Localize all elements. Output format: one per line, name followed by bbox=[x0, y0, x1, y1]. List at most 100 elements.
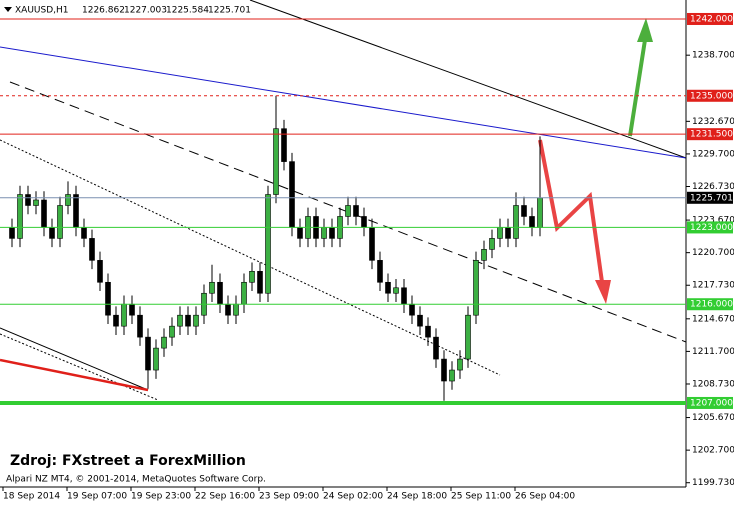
candle-body bbox=[481, 249, 487, 261]
y-tick-label: 1217.730 bbox=[692, 281, 734, 291]
symbol: XAUUSD,H1 bbox=[15, 6, 69, 16]
candle-body bbox=[289, 161, 295, 228]
y-tick-label: 1208.730 bbox=[692, 379, 734, 389]
x-tick-label: 18 Sep 2014 bbox=[3, 492, 60, 502]
candle-body bbox=[209, 281, 215, 294]
candle-body bbox=[233, 303, 239, 316]
candle-body bbox=[361, 216, 367, 228]
level-label: 1207.000 bbox=[690, 398, 733, 408]
candle-body bbox=[145, 336, 151, 371]
channel-line bbox=[0, 333, 159, 401]
level-label: 1225.701 bbox=[690, 193, 733, 203]
candle-body bbox=[393, 287, 399, 294]
level-label-box bbox=[687, 128, 733, 141]
candle-body bbox=[81, 227, 87, 239]
candle-body bbox=[41, 199, 47, 228]
candle-body bbox=[65, 194, 71, 206]
candle-body bbox=[369, 227, 375, 261]
x-tick-label: 22 Sep 16:00 bbox=[195, 492, 255, 502]
arrow-head bbox=[637, 18, 653, 42]
candle-body bbox=[121, 303, 127, 327]
y-tick-label: 1229.700 bbox=[692, 149, 734, 159]
candle-body bbox=[249, 271, 255, 283]
menu-icon[interactable] bbox=[4, 7, 12, 12]
level-label-box bbox=[687, 396, 733, 409]
candle-body bbox=[17, 194, 23, 239]
candle-body bbox=[241, 281, 247, 305]
level-label: 1235.000 bbox=[690, 91, 733, 101]
candle-body bbox=[497, 227, 503, 239]
source: Zdroj: FXstreet a ForexMillion bbox=[10, 453, 246, 469]
level-label: 1242.000 bbox=[690, 14, 733, 24]
candle-body bbox=[129, 303, 135, 316]
y-tick-label: 1205.670 bbox=[692, 413, 734, 423]
channel-line bbox=[0, 358, 149, 392]
candle-body bbox=[193, 314, 199, 327]
candle-body bbox=[297, 227, 303, 239]
candle-body bbox=[409, 303, 415, 316]
candle-body bbox=[449, 369, 455, 382]
candle-body bbox=[537, 197, 543, 228]
candle-body bbox=[281, 128, 287, 162]
trend-line bbox=[0, 139, 501, 376]
candle-body bbox=[161, 336, 167, 349]
candle-body bbox=[89, 238, 95, 261]
candle-body bbox=[417, 314, 423, 327]
candle-body bbox=[401, 287, 407, 305]
level-label: 1216.000 bbox=[690, 300, 733, 310]
candle-body bbox=[321, 227, 327, 239]
candle-body bbox=[329, 227, 335, 239]
arrow bbox=[538, 139, 604, 283]
y-tick-label: 1211.700 bbox=[692, 347, 734, 357]
x-tick-label: 23 Sep 09:00 bbox=[259, 492, 319, 502]
trend-line bbox=[0, 46, 687, 159]
candle-body bbox=[25, 194, 31, 206]
level-label: 1223.000 bbox=[690, 223, 733, 233]
candle-body bbox=[521, 205, 527, 217]
candle-body bbox=[513, 205, 519, 239]
y-tick-label: 1232.670 bbox=[692, 117, 734, 127]
candle-body bbox=[505, 227, 511, 239]
ohlc-high: 1227.003 bbox=[124, 6, 167, 16]
y-tick-label: 1199.730 bbox=[692, 478, 734, 488]
candle-body bbox=[457, 358, 463, 371]
candle-body bbox=[153, 347, 159, 371]
level-label-box bbox=[687, 298, 733, 311]
x-tick-label: 24 Sep 18:00 bbox=[387, 492, 447, 502]
candle-body bbox=[177, 314, 183, 327]
candle-body bbox=[441, 358, 447, 382]
candle-body bbox=[353, 205, 359, 217]
level-label-box bbox=[687, 191, 733, 204]
y-tick-label: 1226.730 bbox=[692, 182, 734, 192]
x-tick-label: 25 Sep 11:00 bbox=[451, 492, 511, 502]
y-tick-label: 1214.670 bbox=[692, 314, 734, 324]
trend-line bbox=[249, 0, 687, 159]
candle-body bbox=[345, 205, 351, 217]
y-tick-label: 1220.700 bbox=[692, 248, 734, 258]
level-label-box bbox=[687, 89, 733, 102]
trend-line bbox=[9, 81, 687, 343]
candle-body bbox=[217, 281, 223, 305]
candle-body bbox=[465, 314, 471, 360]
candle-body bbox=[105, 281, 111, 316]
candle-body bbox=[433, 336, 439, 360]
candle-body bbox=[49, 227, 55, 239]
candle-body bbox=[137, 314, 143, 338]
candle-body bbox=[9, 227, 15, 239]
candle-body bbox=[425, 325, 431, 338]
candle-body bbox=[225, 303, 231, 316]
level-label: 1231.500 bbox=[690, 130, 733, 140]
candle-body bbox=[489, 238, 495, 250]
ohlc-open: 1226.862 bbox=[82, 6, 125, 16]
candle-body bbox=[473, 260, 479, 316]
candle-body bbox=[113, 314, 119, 327]
arrow-head bbox=[595, 280, 611, 304]
candle-body bbox=[33, 199, 39, 206]
channel-line bbox=[0, 327, 149, 391]
x-tick-label: 19 Sep 07:00 bbox=[67, 492, 127, 502]
x-tick-label: 24 Sep 02:00 bbox=[323, 492, 383, 502]
drawings bbox=[0, 0, 687, 401]
copyright: Alpari NZ MT4, © 2001-2014, MetaQuotes S… bbox=[6, 475, 266, 485]
